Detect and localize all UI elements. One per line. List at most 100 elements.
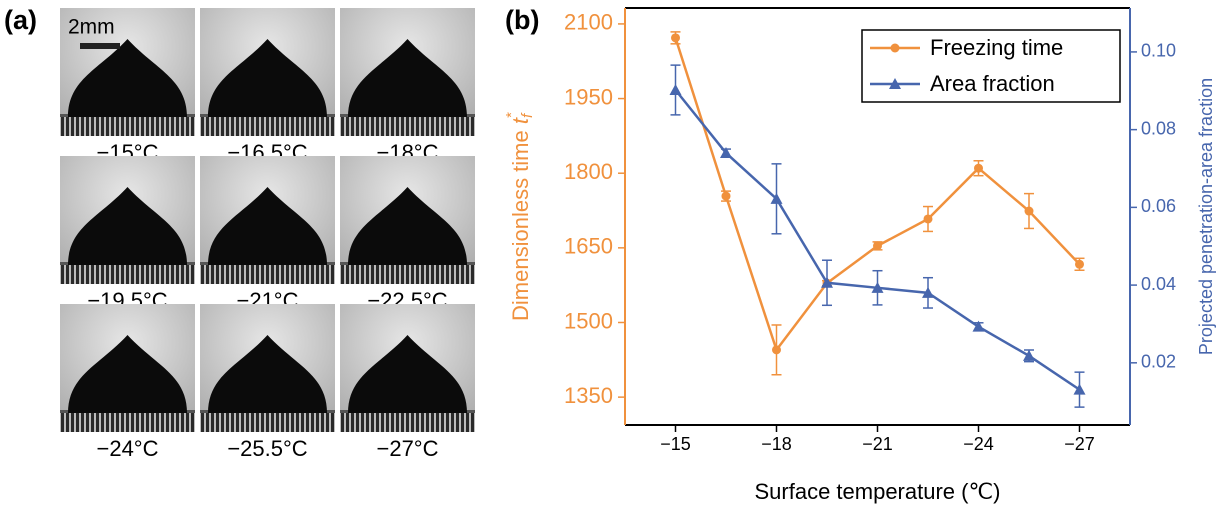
substrate-pillar bbox=[81, 116, 84, 136]
substrate-pillar bbox=[251, 116, 254, 136]
substrate-pillar bbox=[366, 116, 369, 136]
substrate-pillar bbox=[86, 412, 89, 432]
substrate-pillar bbox=[131, 412, 134, 432]
marker bbox=[770, 192, 783, 204]
substrate-pillar bbox=[311, 412, 314, 432]
y2-tick-label: 0.04 bbox=[1141, 274, 1176, 294]
substrate-pillar bbox=[291, 264, 294, 284]
substrate-pillar bbox=[326, 412, 329, 432]
marker bbox=[1024, 206, 1034, 216]
substrate-pillar bbox=[386, 412, 389, 432]
substrate-pillar bbox=[456, 116, 459, 136]
substrate-pillar bbox=[126, 264, 129, 284]
substrate-pillar bbox=[156, 116, 159, 136]
image-label: −24°C bbox=[96, 436, 158, 461]
substrate-pillar bbox=[466, 412, 469, 432]
substrate-pillar bbox=[276, 116, 279, 136]
substrate-pillar bbox=[326, 116, 329, 136]
substrate-pillar bbox=[356, 264, 359, 284]
droplet-image bbox=[200, 8, 335, 136]
substrate-pillar bbox=[151, 412, 154, 432]
image-label: −27°C bbox=[376, 436, 438, 461]
substrate-pillar bbox=[91, 412, 94, 432]
series-line bbox=[674, 89, 1081, 391]
substrate-pillar bbox=[401, 116, 404, 136]
marker bbox=[974, 163, 983, 173]
substrate-pillar bbox=[86, 116, 89, 136]
substrate-pillar bbox=[246, 412, 249, 432]
panel-label: (b) bbox=[505, 5, 539, 35]
substrate-pillar bbox=[201, 264, 204, 284]
substrate-pillar bbox=[256, 116, 259, 136]
substrate-pillar bbox=[406, 264, 409, 284]
substrate-pillar bbox=[131, 116, 134, 136]
substrate-pillar bbox=[151, 264, 154, 284]
substrate-pillar bbox=[81, 412, 84, 432]
substrate-pillar bbox=[246, 264, 249, 284]
substrate-pillar bbox=[396, 264, 399, 284]
substrate-pillar bbox=[271, 412, 274, 432]
y-axis-label-sub: f bbox=[519, 112, 536, 118]
substrate-pillar bbox=[391, 116, 394, 136]
x-tick-label: −18 bbox=[761, 434, 792, 454]
substrate-pillar bbox=[181, 412, 184, 432]
substrate-pillar bbox=[141, 264, 144, 284]
substrate-pillar bbox=[341, 116, 344, 136]
legend: Freezing time Area fraction bbox=[861, 29, 1121, 103]
scale-bar-label: 2mm bbox=[68, 16, 115, 39]
panel-label: (a) bbox=[4, 5, 37, 35]
substrate-pillar bbox=[431, 116, 434, 136]
y2-tick-label: 0.02 bbox=[1141, 352, 1176, 372]
substrate-pillar bbox=[376, 264, 379, 284]
substrate-pillar bbox=[391, 264, 394, 284]
marker bbox=[873, 241, 882, 251]
substrate-pillar bbox=[191, 264, 194, 284]
y2-tick-label: 0.06 bbox=[1141, 196, 1176, 216]
substrate-pillar bbox=[346, 412, 349, 432]
substrate-pillar bbox=[406, 116, 409, 136]
x-axis-label: Surface temperature (℃) bbox=[754, 479, 1000, 504]
marker bbox=[889, 78, 901, 89]
substrate-pillar bbox=[426, 116, 429, 136]
y-tick-label: 1500 bbox=[564, 308, 613, 333]
substrate-pillar bbox=[441, 412, 444, 432]
substrate-pillar bbox=[221, 412, 224, 432]
substrate-pillar bbox=[121, 264, 124, 284]
substrate-pillar bbox=[456, 264, 459, 284]
substrate-pillar bbox=[311, 116, 314, 136]
substrate-pillar bbox=[211, 264, 214, 284]
substrate-pillar bbox=[226, 264, 229, 284]
substrate-pillar bbox=[411, 412, 414, 432]
substrate-pillar bbox=[146, 412, 149, 432]
substrate-pillar bbox=[71, 116, 74, 136]
substrate-pillar bbox=[391, 412, 394, 432]
substrate-pillar bbox=[316, 412, 319, 432]
substrate-pillar bbox=[76, 264, 79, 284]
substrate-pillar bbox=[66, 412, 69, 432]
substrate-pillar bbox=[156, 412, 159, 432]
substrate-pillar bbox=[331, 412, 334, 432]
substrate-pillar bbox=[71, 412, 74, 432]
y2-tick-label: 0.08 bbox=[1141, 118, 1176, 138]
substrate-pillar bbox=[221, 264, 224, 284]
substrate-pillar bbox=[106, 412, 109, 432]
substrate-pillar bbox=[371, 412, 374, 432]
droplet-image bbox=[340, 156, 475, 284]
substrate-pillar bbox=[381, 116, 384, 136]
substrate-pillar bbox=[126, 116, 129, 136]
substrate-pillar bbox=[306, 412, 309, 432]
substrate-pillar bbox=[441, 264, 444, 284]
substrate-pillar bbox=[241, 412, 244, 432]
substrate-pillar bbox=[436, 116, 439, 136]
substrate-pillar bbox=[81, 264, 84, 284]
droplet-image bbox=[340, 8, 475, 136]
legend-box bbox=[861, 29, 1121, 103]
substrate-pillar bbox=[221, 116, 224, 136]
substrate-pillar bbox=[416, 116, 419, 136]
droplet-image bbox=[200, 156, 335, 284]
y-axis-label: Dimensionless time tf* bbox=[503, 112, 536, 321]
marker bbox=[821, 276, 833, 288]
substrate-pillar bbox=[366, 412, 369, 432]
substrate-pillar bbox=[306, 264, 309, 284]
